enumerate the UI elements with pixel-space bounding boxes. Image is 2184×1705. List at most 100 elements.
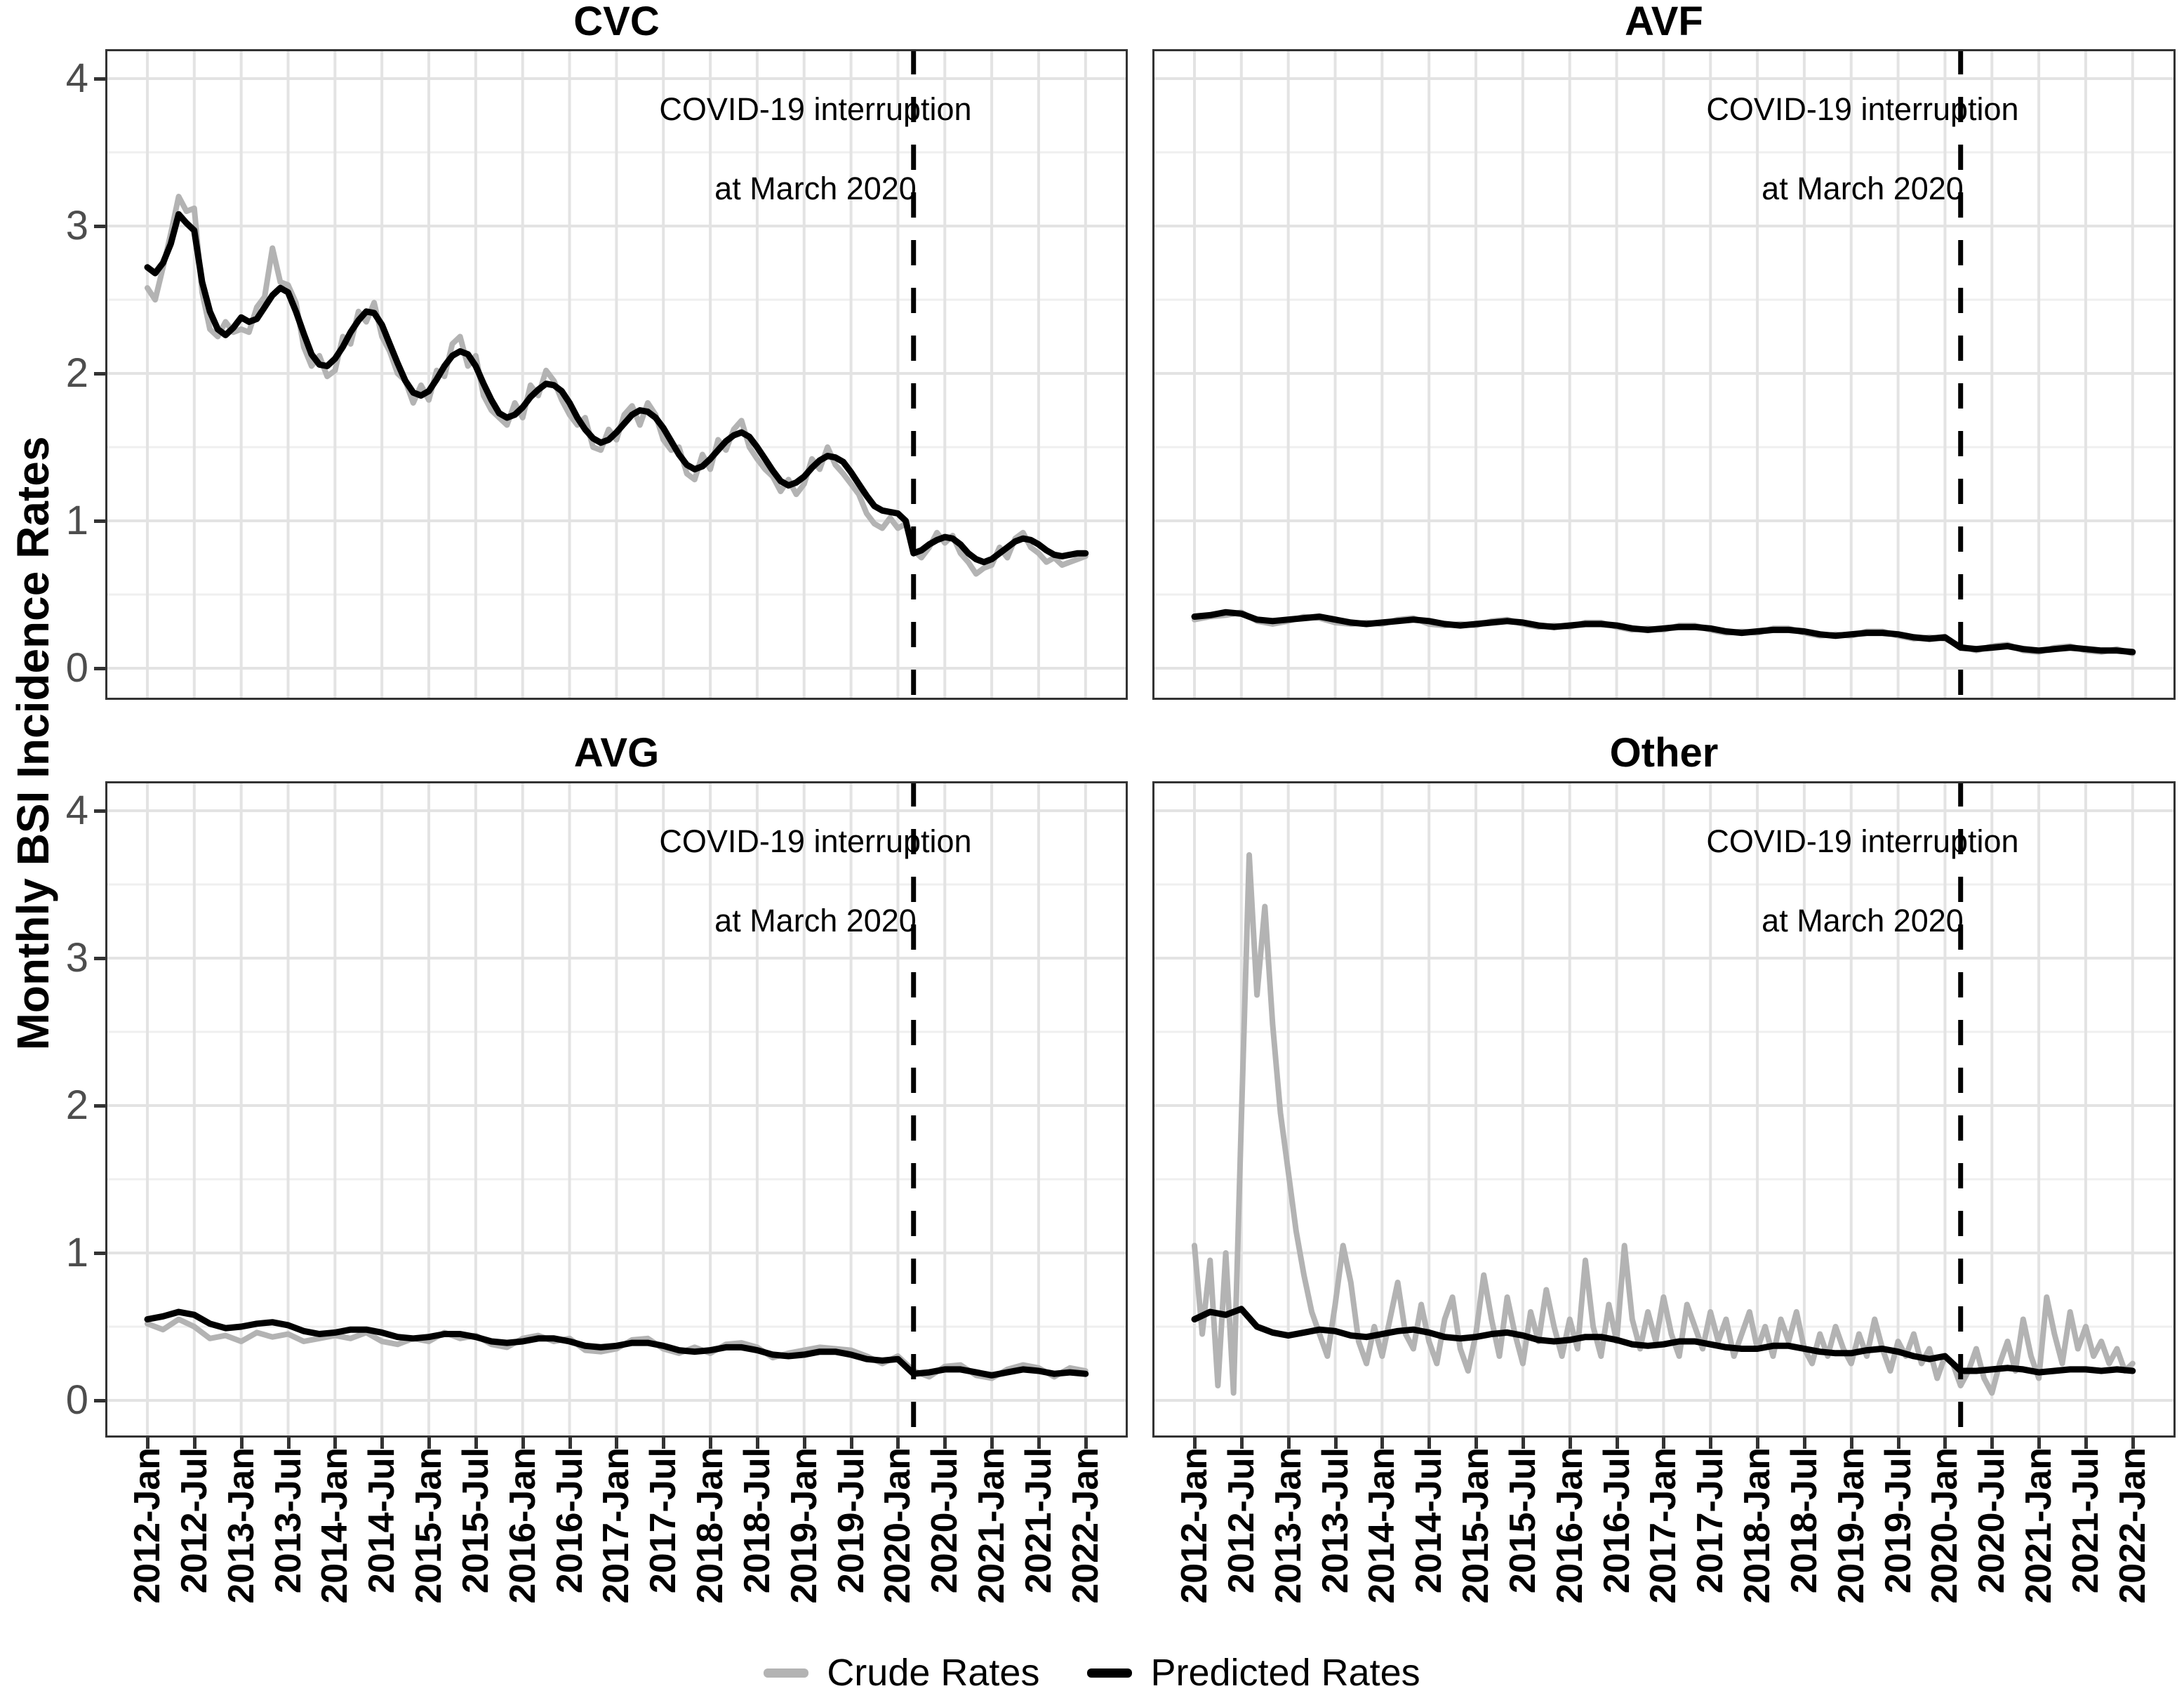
x-tick-label: 2017-Jan bbox=[596, 1447, 637, 1604]
x-tick-label: 2015-Jul bbox=[1502, 1447, 1543, 1594]
x-tick-mark bbox=[146, 1438, 149, 1449]
x-tick-mark bbox=[1037, 1438, 1041, 1449]
y-tick-mark bbox=[94, 1104, 105, 1108]
x-tick-mark bbox=[1849, 1438, 1853, 1449]
panel-plot-avg bbox=[105, 781, 1128, 1438]
y-tick-mark bbox=[94, 957, 105, 960]
x-tick-label: 2017-Jul bbox=[1690, 1447, 1731, 1594]
panel-title-avg: AVG bbox=[573, 730, 660, 776]
x-tick-label: 2012-Jul bbox=[173, 1447, 215, 1594]
annotation-cvc: COVID-19 interruption at March 2020 bbox=[659, 69, 971, 228]
x-tick-mark bbox=[1756, 1438, 1760, 1449]
x-tick-label: 2017-Jul bbox=[643, 1447, 684, 1594]
predicted-rates-line bbox=[1191, 1306, 2136, 1376]
legend-label-predicted: Predicted Rates bbox=[1150, 1652, 1420, 1694]
x-tick-label: 2012-Jan bbox=[127, 1447, 168, 1604]
x-tick-mark bbox=[239, 1438, 244, 1449]
panel-border bbox=[1152, 781, 2176, 1438]
y-tick-mark bbox=[94, 667, 105, 670]
y-tick-mark bbox=[94, 1252, 105, 1255]
annotation-line-1: COVID-19 interruption bbox=[1706, 823, 2019, 859]
annotation-avf: COVID-19 interruption at March 2020 bbox=[1706, 69, 2018, 228]
y-tick-mark bbox=[94, 809, 105, 813]
annotation-line-1: COVID-19 interruption bbox=[659, 91, 972, 127]
y-tick-label: 0 bbox=[65, 645, 88, 691]
y-tick-mark bbox=[94, 1399, 105, 1402]
annotation-line-1: COVID-19 interruption bbox=[1706, 91, 2019, 127]
y-tick-label: 3 bbox=[65, 203, 88, 248]
x-tick-label: 2013-Jul bbox=[267, 1447, 309, 1594]
x-tick-mark bbox=[1615, 1438, 1619, 1449]
x-tick-mark bbox=[1193, 1438, 1197, 1449]
x-tick-label: 2013-Jul bbox=[1314, 1447, 1356, 1594]
x-tick-mark bbox=[427, 1438, 432, 1449]
x-tick-label: 2013-Jan bbox=[1267, 1447, 1309, 1604]
x-tick-mark bbox=[1286, 1438, 1291, 1449]
x-tick-label: 2018-Jan bbox=[690, 1447, 731, 1604]
y-tick-mark bbox=[94, 225, 105, 228]
y-tick-mark bbox=[94, 372, 105, 376]
x-tick-label: 2019-Jul bbox=[830, 1447, 872, 1594]
x-tick-mark bbox=[755, 1438, 759, 1449]
x-tick-label: 2020-Jan bbox=[1924, 1447, 1966, 1604]
x-tick-label: 2018-Jul bbox=[1783, 1447, 1825, 1594]
x-tick-mark bbox=[2037, 1438, 2042, 1449]
predicted-rates-line bbox=[1191, 609, 2136, 656]
x-tick-label: 2020-Jul bbox=[1971, 1447, 2013, 1594]
annotation-line-2: at March 2020 bbox=[714, 903, 917, 938]
panel-title-cvc: CVC bbox=[573, 0, 660, 44]
x-tick-label: 2012-Jan bbox=[1174, 1447, 1215, 1604]
x-tick-mark bbox=[615, 1438, 619, 1449]
x-tick-mark bbox=[521, 1438, 525, 1449]
x-tick-label: 2021-Jul bbox=[2065, 1447, 2106, 1594]
x-tick-mark bbox=[1990, 1438, 1995, 1449]
x-tick-label: 2018-Jul bbox=[736, 1447, 778, 1594]
legend-item-predicted: Predicted Rates bbox=[1087, 1651, 1420, 1694]
crude-line-swatch bbox=[764, 1668, 809, 1678]
x-tick-label: 2019-Jul bbox=[1877, 1447, 1919, 1594]
x-tick-mark bbox=[1239, 1438, 1244, 1449]
x-tick-label: 2014-Jul bbox=[1409, 1447, 1450, 1594]
legend-item-crude: Crude Rates bbox=[764, 1651, 1039, 1694]
x-tick-label: 2016-Jan bbox=[502, 1447, 543, 1604]
y-tick-label: 2 bbox=[65, 1082, 88, 1128]
x-tick-mark bbox=[1662, 1438, 1666, 1449]
x-tick-mark bbox=[943, 1438, 947, 1449]
x-tick-label: 2014-Jul bbox=[361, 1447, 403, 1594]
x-tick-label: 2015-Jan bbox=[1456, 1447, 1497, 1604]
panel-title-avf: AVF bbox=[1625, 0, 1703, 44]
y-tick-label: 4 bbox=[65, 788, 88, 833]
x-tick-mark bbox=[1943, 1438, 1947, 1449]
x-tick-label: 2016-Jul bbox=[1596, 1447, 1637, 1594]
annotation-avg: COVID-19 interruption at March 2020 bbox=[659, 802, 971, 960]
x-tick-label: 2013-Jan bbox=[220, 1447, 262, 1604]
x-tick-label: 2019-Jan bbox=[783, 1447, 825, 1604]
predicted-rates-line bbox=[144, 211, 1089, 566]
panel-border bbox=[105, 781, 1128, 1438]
annotation-line-2: at March 2020 bbox=[1762, 903, 1964, 938]
x-tick-label: 2020-Jan bbox=[877, 1447, 919, 1604]
legend-label-crude: Crude Rates bbox=[827, 1652, 1040, 1694]
y-tick-label: 3 bbox=[65, 935, 88, 981]
annotation-other: COVID-19 interruption at March 2020 bbox=[1706, 802, 2018, 960]
predicted-line-swatch bbox=[1087, 1668, 1133, 1678]
x-tick-mark bbox=[2131, 1438, 2135, 1449]
x-tick-label: 2015-Jan bbox=[408, 1447, 450, 1604]
x-tick-mark bbox=[192, 1438, 197, 1449]
x-tick-mark bbox=[286, 1438, 291, 1449]
x-tick-label: 2012-Jul bbox=[1220, 1447, 1262, 1594]
x-tick-mark bbox=[1896, 1438, 1900, 1449]
panel-border bbox=[105, 49, 1128, 700]
y-tick-label: 2 bbox=[65, 350, 88, 396]
x-tick-label: 2017-Jan bbox=[1643, 1447, 1684, 1604]
x-tick-label: 2014-Jan bbox=[314, 1447, 356, 1604]
x-tick-mark bbox=[1084, 1438, 1088, 1449]
y-tick-label: 0 bbox=[65, 1377, 88, 1423]
x-tick-label: 2022-Jan bbox=[2112, 1447, 2153, 1604]
x-tick-label: 2016-Jul bbox=[549, 1447, 590, 1594]
x-tick-mark bbox=[990, 1438, 994, 1449]
x-tick-label: 2021-Jan bbox=[2018, 1447, 2060, 1604]
x-tick-label: 2020-Jul bbox=[924, 1447, 966, 1594]
panel-plot-avf bbox=[1152, 49, 2176, 700]
